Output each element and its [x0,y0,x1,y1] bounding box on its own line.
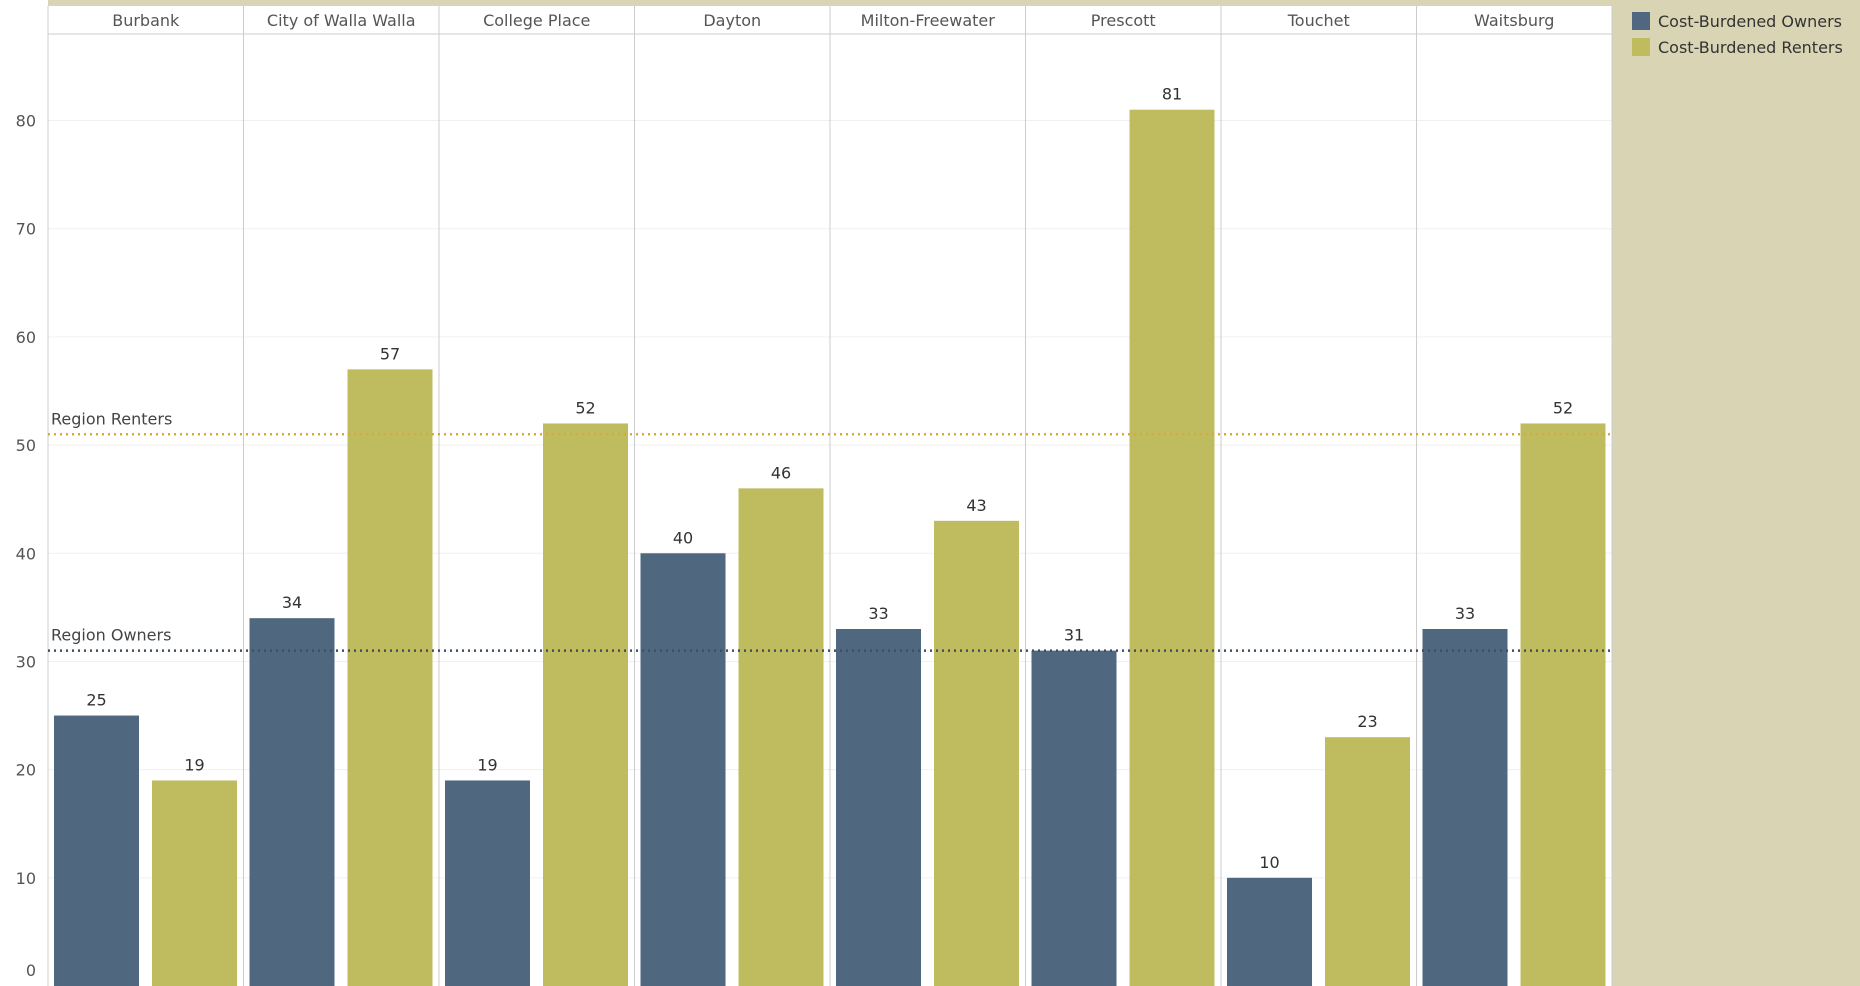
bar[interactable] [1031,650,1117,986]
category-label: Prescott [1091,11,1156,30]
data-label: 23 [1357,712,1377,731]
reference-line-label: Region Renters [51,409,172,428]
bar[interactable] [1520,423,1606,986]
y-tick-label: 10 [16,869,36,888]
data-label: 33 [1455,604,1475,623]
data-label: 25 [86,691,106,710]
category-label: Touchet [1287,11,1350,30]
y-tick-label: 70 [16,220,36,239]
bar[interactable] [1227,877,1312,986]
y-tick-label: 40 [16,544,36,563]
data-label: 10 [1259,853,1279,872]
bar[interactable] [1129,109,1215,986]
data-label: 46 [771,463,791,482]
y-axis-area [0,0,48,986]
data-label: 33 [868,604,888,623]
data-label: 52 [1553,398,1573,417]
category-label: Milton-Freewater [861,11,996,30]
legend-swatch-renters [1632,38,1650,56]
bar[interactable] [54,715,139,986]
legend-label-renters: Cost-Burdened Renters [1658,37,1843,57]
data-label: 52 [575,398,595,417]
category-label: College Place [483,11,590,30]
bar[interactable] [934,520,1019,986]
category-label: Burbank [112,11,180,30]
category-label: Waitsburg [1474,11,1554,30]
data-label: 81 [1162,85,1182,104]
legend-item-owners[interactable]: Cost-Burdened Owners [1632,8,1843,34]
category-label: Dayton [703,11,761,30]
bar[interactable] [445,780,530,986]
data-label: 31 [1064,626,1084,645]
y-tick-label: 0 [26,961,36,980]
bar[interactable] [347,369,433,986]
bar[interactable] [1325,737,1410,986]
legend-swatch-owners [1632,12,1650,30]
legend-label-owners: Cost-Burdened Owners [1658,11,1842,31]
y-tick-label: 30 [16,652,36,671]
y-tick-label: 50 [16,436,36,455]
legend-item-renters[interactable]: Cost-Burdened Renters [1632,34,1843,60]
y-tick-label: 20 [16,761,36,780]
data-label: 40 [673,528,693,547]
bar[interactable] [836,629,921,986]
y-tick-label: 60 [16,328,36,347]
data-label: 19 [184,755,204,774]
bar[interactable] [543,423,628,986]
category-label: City of Walla Walla [267,11,416,30]
bar[interactable] [640,553,726,986]
legend: Cost-Burdened Owners Cost-Burdened Rente… [1632,8,1843,60]
bar[interactable] [249,618,335,986]
y-tick-label: 80 [16,112,36,131]
bar[interactable] [152,780,237,986]
data-label: 57 [380,344,400,363]
bar[interactable] [1422,629,1508,986]
data-label: 34 [282,593,302,612]
data-label: 19 [477,755,497,774]
reference-line-label: Region Owners [51,626,171,645]
bar[interactable] [738,488,824,986]
data-label: 43 [966,496,986,515]
